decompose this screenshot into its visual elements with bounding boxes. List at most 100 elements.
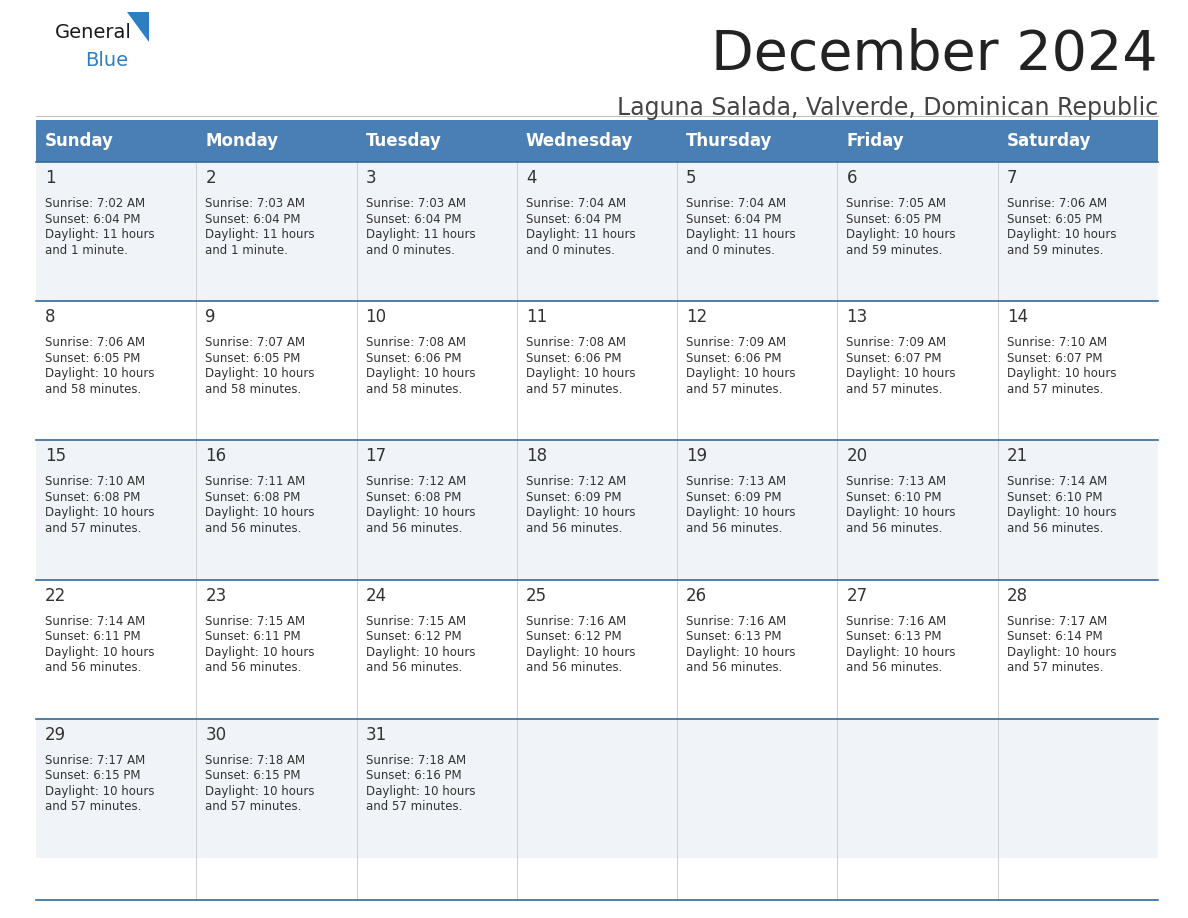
Text: Thursday: Thursday xyxy=(687,132,772,150)
Text: and 0 minutes.: and 0 minutes. xyxy=(687,243,775,256)
Bar xyxy=(36,162,1158,301)
Text: Sunrise: 7:14 AM: Sunrise: 7:14 AM xyxy=(1006,476,1107,488)
Text: 24: 24 xyxy=(366,587,387,605)
Text: 8: 8 xyxy=(45,308,56,326)
Bar xyxy=(196,120,356,162)
Text: Sunrise: 7:07 AM: Sunrise: 7:07 AM xyxy=(206,336,305,349)
Text: Daylight: 11 hours: Daylight: 11 hours xyxy=(206,228,315,241)
Text: and 56 minutes.: and 56 minutes. xyxy=(846,661,943,674)
Text: Sunrise: 7:12 AM: Sunrise: 7:12 AM xyxy=(526,476,626,488)
Text: Sunset: 6:05 PM: Sunset: 6:05 PM xyxy=(206,352,301,364)
Text: Sunset: 6:08 PM: Sunset: 6:08 PM xyxy=(366,491,461,504)
Text: Sunrise: 7:13 AM: Sunrise: 7:13 AM xyxy=(687,476,786,488)
Text: Sunset: 6:15 PM: Sunset: 6:15 PM xyxy=(45,769,140,782)
Text: Daylight: 10 hours: Daylight: 10 hours xyxy=(846,228,956,241)
Text: 27: 27 xyxy=(846,587,867,605)
Text: and 56 minutes.: and 56 minutes. xyxy=(687,661,783,674)
Text: Sunset: 6:04 PM: Sunset: 6:04 PM xyxy=(687,212,782,226)
Text: 26: 26 xyxy=(687,587,707,605)
Text: and 56 minutes.: and 56 minutes. xyxy=(526,661,623,674)
Text: and 0 minutes.: and 0 minutes. xyxy=(526,243,614,256)
Text: and 57 minutes.: and 57 minutes. xyxy=(206,800,302,813)
Text: Sunset: 6:04 PM: Sunset: 6:04 PM xyxy=(526,212,621,226)
Text: Tuesday: Tuesday xyxy=(366,132,442,150)
Text: 9: 9 xyxy=(206,308,216,326)
Text: Daylight: 10 hours: Daylight: 10 hours xyxy=(687,507,796,520)
Text: Sunrise: 7:14 AM: Sunrise: 7:14 AM xyxy=(45,614,145,628)
Text: Sunset: 6:16 PM: Sunset: 6:16 PM xyxy=(366,769,461,782)
Text: Sunrise: 7:16 AM: Sunrise: 7:16 AM xyxy=(687,614,786,628)
Text: Sunrise: 7:17 AM: Sunrise: 7:17 AM xyxy=(1006,614,1107,628)
Text: Sunset: 6:04 PM: Sunset: 6:04 PM xyxy=(45,212,140,226)
Text: Sunset: 6:08 PM: Sunset: 6:08 PM xyxy=(45,491,140,504)
Text: General: General xyxy=(55,23,132,42)
Text: Sunset: 6:05 PM: Sunset: 6:05 PM xyxy=(1006,212,1102,226)
Text: and 57 minutes.: and 57 minutes. xyxy=(45,800,141,813)
Text: Sunrise: 7:08 AM: Sunrise: 7:08 AM xyxy=(366,336,466,349)
Text: Daylight: 10 hours: Daylight: 10 hours xyxy=(846,507,956,520)
Text: and 56 minutes.: and 56 minutes. xyxy=(366,661,462,674)
Text: and 56 minutes.: and 56 minutes. xyxy=(206,661,302,674)
Text: Sunset: 6:05 PM: Sunset: 6:05 PM xyxy=(45,352,140,364)
Bar xyxy=(356,120,517,162)
Text: Daylight: 10 hours: Daylight: 10 hours xyxy=(687,367,796,380)
Text: Daylight: 10 hours: Daylight: 10 hours xyxy=(366,507,475,520)
Text: Daylight: 10 hours: Daylight: 10 hours xyxy=(206,645,315,658)
Text: Sunrise: 7:18 AM: Sunrise: 7:18 AM xyxy=(206,754,305,767)
Text: and 57 minutes.: and 57 minutes. xyxy=(45,522,141,535)
Text: Sunrise: 7:09 AM: Sunrise: 7:09 AM xyxy=(846,336,947,349)
Text: Daylight: 10 hours: Daylight: 10 hours xyxy=(45,507,154,520)
Text: 28: 28 xyxy=(1006,587,1028,605)
Text: Sunset: 6:12 PM: Sunset: 6:12 PM xyxy=(526,630,621,644)
Text: and 59 minutes.: and 59 minutes. xyxy=(846,243,943,256)
Text: 15: 15 xyxy=(45,447,67,465)
Text: Sunset: 6:05 PM: Sunset: 6:05 PM xyxy=(846,212,942,226)
Text: and 56 minutes.: and 56 minutes. xyxy=(687,522,783,535)
Text: and 56 minutes.: and 56 minutes. xyxy=(206,522,302,535)
Text: Sunrise: 7:05 AM: Sunrise: 7:05 AM xyxy=(846,197,947,210)
Text: 23: 23 xyxy=(206,587,227,605)
Text: Sunset: 6:10 PM: Sunset: 6:10 PM xyxy=(846,491,942,504)
Text: Sunrise: 7:02 AM: Sunrise: 7:02 AM xyxy=(45,197,145,210)
Text: Sunset: 6:09 PM: Sunset: 6:09 PM xyxy=(526,491,621,504)
Bar xyxy=(838,120,998,162)
Text: Sunrise: 7:16 AM: Sunrise: 7:16 AM xyxy=(526,614,626,628)
Text: Sunrise: 7:18 AM: Sunrise: 7:18 AM xyxy=(366,754,466,767)
Text: Sunset: 6:06 PM: Sunset: 6:06 PM xyxy=(687,352,782,364)
Text: 3: 3 xyxy=(366,169,377,187)
Text: Daylight: 10 hours: Daylight: 10 hours xyxy=(45,785,154,798)
Text: Daylight: 10 hours: Daylight: 10 hours xyxy=(1006,507,1117,520)
Polygon shape xyxy=(127,12,148,42)
Text: 5: 5 xyxy=(687,169,696,187)
Text: Monday: Monday xyxy=(206,132,278,150)
Text: Sunrise: 7:12 AM: Sunrise: 7:12 AM xyxy=(366,476,466,488)
Text: Daylight: 10 hours: Daylight: 10 hours xyxy=(526,367,636,380)
Text: Wednesday: Wednesday xyxy=(526,132,633,150)
Text: Sunset: 6:14 PM: Sunset: 6:14 PM xyxy=(1006,630,1102,644)
Text: Sunset: 6:12 PM: Sunset: 6:12 PM xyxy=(366,630,461,644)
Text: Daylight: 10 hours: Daylight: 10 hours xyxy=(846,367,956,380)
Text: 31: 31 xyxy=(366,726,387,744)
Text: and 57 minutes.: and 57 minutes. xyxy=(687,383,783,396)
Text: Sunrise: 7:16 AM: Sunrise: 7:16 AM xyxy=(846,614,947,628)
Text: Daylight: 10 hours: Daylight: 10 hours xyxy=(526,507,636,520)
Text: Sunrise: 7:11 AM: Sunrise: 7:11 AM xyxy=(206,476,305,488)
Text: Sunset: 6:11 PM: Sunset: 6:11 PM xyxy=(206,630,301,644)
Text: Daylight: 11 hours: Daylight: 11 hours xyxy=(687,228,796,241)
Text: Daylight: 11 hours: Daylight: 11 hours xyxy=(366,228,475,241)
Text: Sunrise: 7:06 AM: Sunrise: 7:06 AM xyxy=(45,336,145,349)
Text: Sunset: 6:06 PM: Sunset: 6:06 PM xyxy=(366,352,461,364)
Text: Sunrise: 7:15 AM: Sunrise: 7:15 AM xyxy=(366,614,466,628)
Text: Daylight: 10 hours: Daylight: 10 hours xyxy=(45,645,154,658)
Text: Sunrise: 7:10 AM: Sunrise: 7:10 AM xyxy=(1006,336,1107,349)
Text: Friday: Friday xyxy=(846,132,904,150)
Text: Daylight: 10 hours: Daylight: 10 hours xyxy=(206,507,315,520)
Text: and 58 minutes.: and 58 minutes. xyxy=(206,383,302,396)
Text: Daylight: 10 hours: Daylight: 10 hours xyxy=(1006,367,1117,380)
Text: Sunset: 6:15 PM: Sunset: 6:15 PM xyxy=(206,769,301,782)
Text: Sunrise: 7:03 AM: Sunrise: 7:03 AM xyxy=(366,197,466,210)
Text: Daylight: 10 hours: Daylight: 10 hours xyxy=(526,645,636,658)
Text: Daylight: 10 hours: Daylight: 10 hours xyxy=(206,785,315,798)
Text: 6: 6 xyxy=(846,169,857,187)
Text: 4: 4 xyxy=(526,169,536,187)
